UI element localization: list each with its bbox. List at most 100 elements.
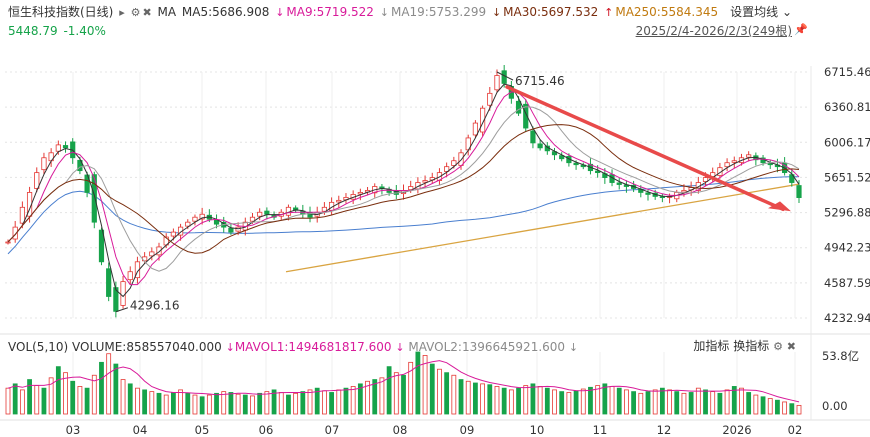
- x-tick-label: 05: [195, 423, 210, 437]
- candle-body: [149, 251, 155, 257]
- volume-bar: [300, 391, 306, 415]
- volume-bar: [178, 389, 183, 415]
- candle-body: [257, 211, 263, 217]
- volume-bar: [609, 386, 615, 415]
- candle-body: [645, 192, 651, 195]
- y-tick-label: 4587.59: [824, 276, 870, 290]
- close-icon[interactable]: ✖: [786, 340, 796, 353]
- volume-bar: [84, 387, 90, 415]
- volume-bar: [429, 363, 435, 415]
- candle-body: [91, 174, 97, 223]
- current-price: 5448.79: [8, 24, 58, 38]
- volume-bar: [717, 392, 723, 415]
- setup-ma-button[interactable]: 设置均线 ⌄: [730, 5, 792, 19]
- vol-label: VOL(5,10): [8, 340, 69, 354]
- volume-bar: [336, 389, 342, 415]
- candle-body: [34, 172, 40, 189]
- volume-bar: [652, 389, 658, 415]
- volume-bar: [631, 391, 637, 415]
- volume-bar: [70, 380, 76, 415]
- low-pointer: [115, 307, 129, 313]
- volume-bar: [99, 361, 104, 415]
- chart-grid: [0, 66, 870, 421]
- candle-body: [120, 281, 126, 306]
- add-indicator-button[interactable]: 加指标: [693, 339, 730, 353]
- volume-bar: [667, 389, 672, 415]
- volume-bar: [796, 404, 802, 415]
- volume-bar: [120, 379, 126, 415]
- high-label: 6715.46: [515, 74, 565, 88]
- volume-bar: [48, 377, 54, 415]
- volume-bar: [523, 385, 529, 415]
- swap-indicator-button[interactable]: 换指标: [733, 339, 770, 353]
- volume-bar: [552, 389, 557, 415]
- x-tick-label: 11: [593, 423, 608, 437]
- volume-bar: [602, 383, 608, 415]
- arrow-down-icon: ↓: [379, 6, 389, 19]
- candle-body: [5, 241, 11, 244]
- volume-bar: [465, 380, 471, 415]
- date-range[interactable]: 2025/2/4-2026/2/3(249根): [635, 24, 792, 38]
- volume-bar: [228, 392, 234, 415]
- volume-bar: [329, 392, 334, 415]
- volume-bar: [77, 386, 83, 415]
- close-icon[interactable]: ✖: [142, 6, 152, 19]
- annotations: 6715.46 4296.16: [115, 71, 791, 313]
- volume-bar: [156, 392, 162, 415]
- x-tick-label: 2026: [722, 423, 751, 437]
- gear-icon[interactable]: ⚙: [773, 340, 783, 353]
- candlestick-series: [5, 65, 802, 318]
- volume-bar: [537, 386, 543, 415]
- gear-icon[interactable]: ⚙: [130, 6, 141, 19]
- volume-bar: [221, 391, 227, 415]
- mavol1-line: [7, 360, 800, 403]
- y-tick-label: 4942.23: [824, 241, 870, 255]
- candle-body: [199, 213, 205, 220]
- volume-bar: [415, 351, 421, 415]
- ma-line: [7, 106, 800, 272]
- candle-body: [98, 229, 105, 263]
- candle-body: [422, 180, 428, 183]
- volume-header: VOL(5,10) VOLUME:858557040.000 ↓MAVOL1:1…: [8, 339, 578, 356]
- volume-bar: [473, 382, 478, 415]
- volume-bar: [659, 387, 665, 415]
- volume-bar: [401, 374, 406, 415]
- volume-bar: [731, 386, 737, 415]
- volume-bar: [393, 372, 399, 415]
- pin-icon[interactable]: 📌: [794, 23, 808, 36]
- x-tick-label: 03: [66, 423, 81, 437]
- vol-min-label: 0.00: [822, 399, 848, 413]
- volume-bar: [170, 392, 176, 415]
- candle-body: [724, 162, 730, 168]
- candle-body: [616, 182, 622, 185]
- x-tick-label: 04: [133, 423, 148, 437]
- volume-bar: [451, 374, 457, 415]
- volume-bar: [185, 392, 191, 415]
- volume-bar: [688, 392, 694, 415]
- volume-bar: [695, 387, 701, 415]
- volume-bar: [12, 383, 18, 415]
- volume-bar: [106, 353, 112, 415]
- candle-body: [62, 145, 69, 149]
- volume-bar: [501, 387, 507, 415]
- caret-right-icon[interactable]: ▸: [119, 6, 125, 19]
- time-axis: 03 04 05 06 07 08 09 10 11 12 2026 02: [66, 423, 803, 437]
- x-tick-label: 08: [393, 423, 408, 437]
- ma250-value: MA250:5584.345: [615, 5, 719, 19]
- volume-bar: [192, 394, 198, 415]
- mavol1-value: MAVOL1:1494681817.600: [234, 340, 392, 354]
- volume-bar: [350, 386, 356, 415]
- volume-bar: [91, 374, 97, 415]
- candle-body: [228, 227, 234, 233]
- volume-bar: [379, 377, 385, 415]
- candle-body: [731, 160, 737, 163]
- y-tick-label: 5296.88: [824, 206, 870, 220]
- arrow-down-icon: ↓: [491, 6, 502, 19]
- volume-bar: [41, 387, 47, 415]
- volume-bar: [163, 394, 169, 415]
- arrow-down-icon: ↓: [395, 341, 405, 354]
- volume-bar: [34, 385, 40, 415]
- volume-bar: [293, 392, 299, 415]
- volume-bar: [530, 383, 536, 415]
- volume-bar: [321, 390, 327, 415]
